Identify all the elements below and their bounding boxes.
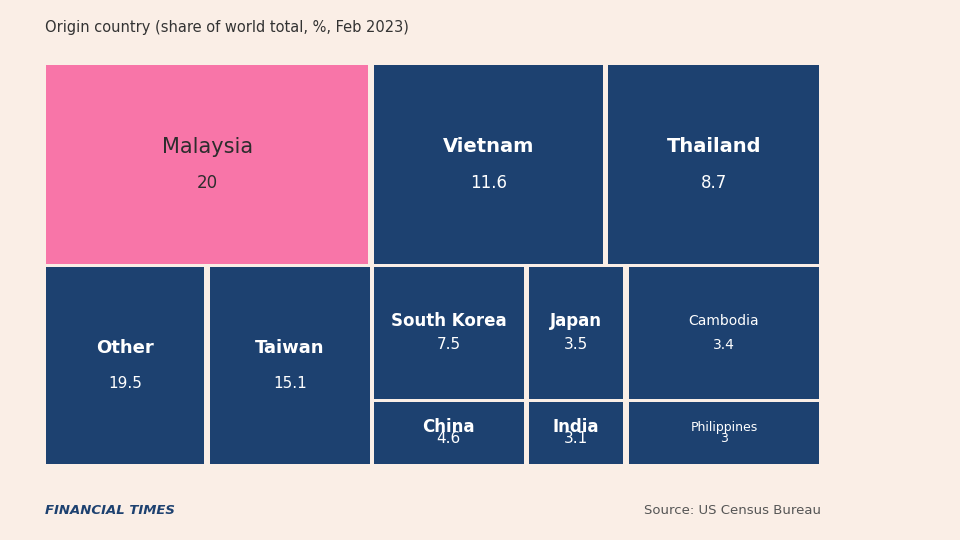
Text: Other: Other: [97, 339, 155, 356]
Bar: [629, 402, 820, 464]
Text: 3.4: 3.4: [713, 338, 735, 352]
Text: Japan: Japan: [550, 312, 602, 330]
Text: Vietnam: Vietnam: [443, 137, 534, 157]
Text: Malaysia: Malaysia: [162, 137, 253, 157]
Bar: [609, 65, 820, 264]
Text: 8.7: 8.7: [701, 173, 727, 192]
Text: 3: 3: [720, 432, 728, 445]
Text: 20: 20: [197, 173, 218, 192]
Text: Cambodia: Cambodia: [688, 314, 759, 328]
Bar: [210, 267, 370, 464]
Text: Origin country (share of world total, %, Feb 2023): Origin country (share of world total, %,…: [45, 20, 409, 35]
Text: Taiwan: Taiwan: [255, 339, 324, 356]
Bar: [374, 65, 603, 264]
Bar: [529, 267, 623, 399]
Text: 19.5: 19.5: [108, 375, 142, 390]
Text: India: India: [553, 418, 599, 436]
Text: 3.1: 3.1: [564, 431, 588, 446]
Text: China: China: [422, 418, 475, 436]
Text: 4.6: 4.6: [437, 431, 461, 446]
Text: FINANCIAL TIMES: FINANCIAL TIMES: [45, 504, 175, 517]
Text: 3.5: 3.5: [564, 338, 588, 352]
Text: Source: US Census Bureau: Source: US Census Bureau: [644, 504, 821, 517]
Text: Philippines: Philippines: [690, 421, 757, 434]
Bar: [529, 402, 623, 464]
Text: Thailand: Thailand: [666, 137, 761, 157]
Text: 15.1: 15.1: [273, 375, 307, 390]
Text: 7.5: 7.5: [437, 338, 461, 352]
Text: 11.6: 11.6: [470, 173, 507, 192]
Bar: [629, 267, 820, 399]
Bar: [46, 267, 204, 464]
Bar: [46, 65, 369, 264]
Text: South Korea: South Korea: [391, 312, 507, 330]
Bar: [374, 267, 523, 399]
Bar: [374, 402, 523, 464]
